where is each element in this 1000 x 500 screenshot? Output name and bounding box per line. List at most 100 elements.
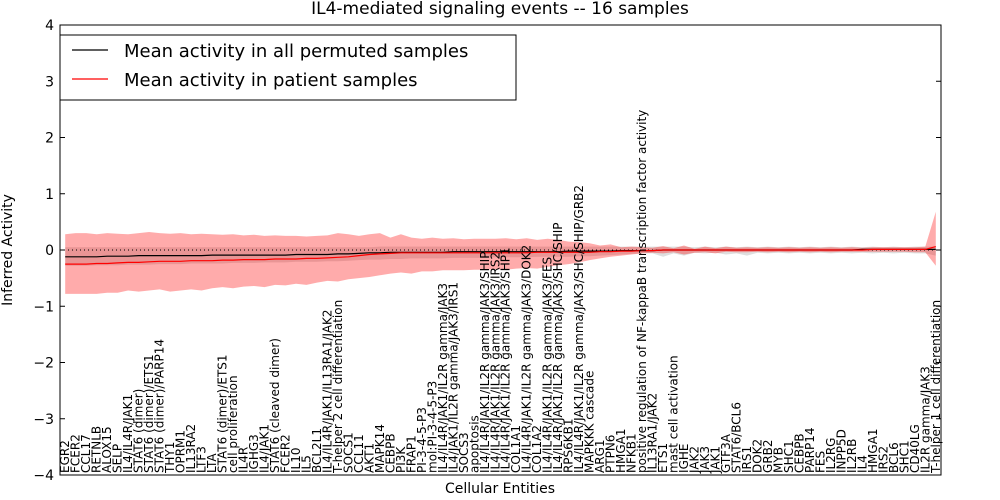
x-tick-label: IL4/IL4R/JAK1/IL2R gamma/JAK3/SHP1 xyxy=(499,247,513,473)
x-tick-label: FCER2 xyxy=(279,434,293,473)
chart-title: IL4-mediated signaling events -- 16 samp… xyxy=(311,0,689,19)
x-tick-label: mol:PI-3-4-5-P3 xyxy=(425,381,439,473)
x-tick-label: cell proliferation xyxy=(226,375,240,473)
x-tick-label: STAT6 (cleaved dimer) xyxy=(268,338,282,473)
y-tick-label: 1 xyxy=(45,187,54,203)
x-tick-label: ALOX15 xyxy=(100,426,114,473)
y-tick-label: −2 xyxy=(33,356,54,372)
y-tick-label: 4 xyxy=(45,18,54,34)
plot-frame xyxy=(59,24,942,476)
y-axis: −4 −3 −2 −1 0 1 2 3 4 xyxy=(33,18,941,484)
x-tick-label: ARG1 xyxy=(593,439,607,472)
x-tick-label: BCL6 xyxy=(887,442,901,473)
x-tick-label: IL4/IL4R/JAK1/IL2R gamma/JAK3 xyxy=(436,283,450,473)
y-tick-label: −3 xyxy=(33,412,54,428)
x-tick-label: RPS6KB1 xyxy=(562,418,576,473)
x-tick-label: IL4/IL4R/JAK1/IL2R gamma/JAK3/FES xyxy=(541,257,555,473)
legend: Mean activity in all permuted samples Me… xyxy=(59,34,517,101)
x-tick-label: CCL11 xyxy=(352,434,366,473)
x-tick-label: IL4/IL4R/JAK1/IL2R gamma/JAK3/DOK2 xyxy=(520,245,534,473)
x-tick-label: SOCS3 xyxy=(457,432,471,473)
x-tick-label: IL5 xyxy=(300,455,314,473)
x-tick-label: T-helper 1 cell differentiation xyxy=(929,300,943,474)
legend-label-patient: Mean activity in patient samples xyxy=(124,70,418,91)
x-tick-label: STAT6/BCL6 xyxy=(730,402,744,473)
x-tick-label: positive regulation of NF-kappaB transcr… xyxy=(635,110,649,473)
x-tick-label: INPP5D xyxy=(834,429,848,473)
x-tick-label: NFKB1 xyxy=(625,433,639,473)
x-tick-label: IL4R xyxy=(237,447,251,473)
x-tick-label: IL4/IL4R/JAK1/IL13RA1/JAK2 xyxy=(320,309,334,473)
x-tick-label: IL2R gamma/JAK3 xyxy=(918,366,932,473)
x-tick-label: THY1 xyxy=(163,442,177,474)
x-tick-label: mast cell activation xyxy=(667,355,681,473)
x-tick-label: HMGA1 xyxy=(866,428,880,473)
x-tick-label: PI-3-4-5-P3 xyxy=(415,407,429,473)
x-tick-label: COL1A1 xyxy=(509,425,523,473)
x-tick-label: FES xyxy=(813,451,827,473)
x-tick-label: GTF3A xyxy=(719,433,733,473)
x-tick-label: CCL17 xyxy=(79,434,93,473)
x-tick-label: PI3K xyxy=(394,446,408,473)
x-tick-label: IL4/JAK1/IL2R gamma/JAK3/IRS1 xyxy=(446,282,460,473)
legend-label-permuted: Mean activity in all permuted samples xyxy=(124,41,468,62)
x-tick-label: ETS1 xyxy=(656,443,670,473)
x-tick-label: apoptosis xyxy=(467,415,481,473)
x-tick-label: MAPKKK cascade xyxy=(583,371,597,473)
x-tick-label: IL4/IL4R/JAK1/IL2R gamma/JAK3/IRS2 xyxy=(488,252,502,473)
band-permuted xyxy=(65,246,936,266)
x-tick-labels: EGR2FCER2CCL17RETNLBALOX15SELPIL4/IL4R/J… xyxy=(58,110,943,474)
y-tick-label: −1 xyxy=(33,299,54,315)
x-tick-label: IL4/IL4R/JAK1/IL2R gamma/JAK3/SHC/SHIP xyxy=(551,222,565,473)
y-tick-label: 3 xyxy=(45,74,54,90)
x-tick-label: GRB2 xyxy=(761,439,775,473)
x-tick-label: OPRM1 xyxy=(174,430,188,473)
x-tick-label: IL4/JAK1 xyxy=(258,424,272,473)
x-tick-label: IGHG3 xyxy=(247,434,261,473)
x-tick-label: STAT6 (dimer)/ETS1 xyxy=(142,354,156,473)
activity-lines xyxy=(65,246,936,265)
x-tick-label: STAT6 (dimer)/PARP14 xyxy=(153,339,167,473)
x-tick-label: RETNLB xyxy=(90,426,104,473)
x-tick-label: STAT6 (dimer) xyxy=(132,389,146,473)
line-patient-mean xyxy=(65,246,936,265)
x-tick-label: CEBPB xyxy=(792,433,806,473)
x-tick-label: IRS2 xyxy=(876,446,890,473)
x-tick-label: STAT6 (dimer)/ETS1 xyxy=(216,354,230,473)
x-tick-label: SHC1 xyxy=(782,440,796,473)
x-tick-label: IL13RA2 xyxy=(184,424,198,473)
legend-box xyxy=(59,34,517,101)
x-tick-label: IL10 xyxy=(289,448,303,474)
y-axis-label: Inferred Activity xyxy=(0,194,16,306)
x-tick-label: JAK1 xyxy=(709,446,723,474)
x-tick-label: HMGA1 xyxy=(614,428,628,473)
x-tick-label: FCER2 xyxy=(69,434,83,473)
x-tick-label: SELP xyxy=(111,444,125,473)
y-tick-label: 2 xyxy=(45,131,54,147)
x-tick-label: MYB xyxy=(771,447,785,473)
x-tick-label: DOK2 xyxy=(751,439,765,473)
x-tick-label: EGR2 xyxy=(58,440,72,473)
x-tick-label: AKT1 xyxy=(362,443,376,473)
x-tick-label: CD40LG xyxy=(908,424,922,473)
x-tick-label: LTF3 xyxy=(195,446,209,473)
x-tick-label: SHC1 xyxy=(897,440,911,473)
x-tick-label: LTA xyxy=(205,453,219,473)
x-axis-label: Cellular Entities xyxy=(445,481,555,497)
x-tick-label: PARP14 xyxy=(803,427,817,473)
x-tick-label: COL1A2 xyxy=(530,425,544,473)
x-tick-label: IL4 xyxy=(855,455,869,473)
x-tick-label: FRAP1 xyxy=(404,435,418,473)
x-tick-label: IL4/IL4R/JAK1/IL2R gamma/JAK3/SHIP xyxy=(478,252,492,473)
x-tick-label: BCL2L1 xyxy=(310,428,324,473)
x-tick-label: PTPN6 xyxy=(604,435,618,473)
x-tick-label: IL2RB xyxy=(845,439,859,473)
x-tick-label: MAPK14 xyxy=(373,424,387,473)
y-tick-label: −4 xyxy=(33,468,54,484)
x-tick-label: IGHE xyxy=(677,444,691,473)
x-tick-label: IL4/IL4R/JAK1/IL2R gamma/JAK3/SHC/SHIP/G… xyxy=(572,185,586,473)
x-tick-label: IL2RG xyxy=(824,438,838,474)
x-tick-label: T-helper 2 cell differentiation xyxy=(331,300,345,474)
x-tick-label: CEBPB xyxy=(383,433,397,473)
